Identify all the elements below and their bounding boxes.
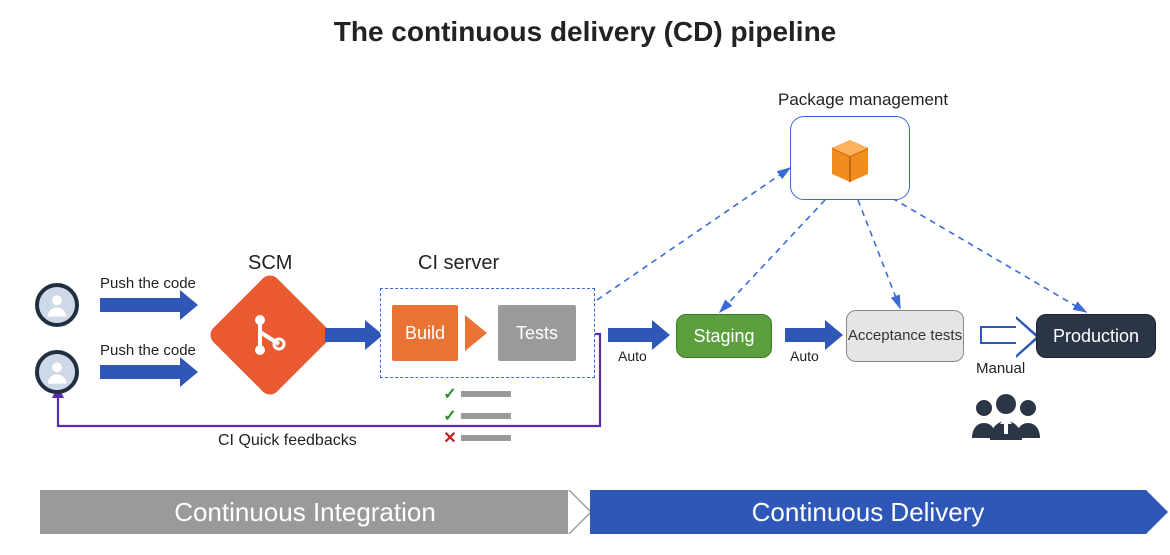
production-node: Production	[1036, 314, 1156, 358]
page-title: The continuous delivery (CD) pipeline	[0, 16, 1170, 48]
feedback-row: ✓	[443, 406, 511, 426]
staging-label: Staging	[693, 326, 754, 347]
auto-label-2: Auto	[790, 348, 819, 364]
production-label: Production	[1053, 326, 1139, 347]
feedback-list: ✓ ✓ ✕	[443, 384, 511, 450]
developer-avatar-1	[35, 283, 79, 327]
auto-label-1: Auto	[618, 348, 647, 364]
arrow-scm-ci	[325, 328, 365, 342]
package-mgmt-box	[790, 116, 910, 200]
acceptance-node: Acceptance tests	[846, 310, 964, 362]
banner-ci-label: Continuous Integration	[174, 497, 436, 528]
arrow-ci-staging	[608, 328, 652, 342]
arrow-dev1-scm	[100, 298, 180, 312]
staging-node: Staging	[676, 314, 772, 358]
ci-build-node: Build	[392, 305, 458, 361]
feedback-label: CI Quick feedbacks	[218, 432, 357, 450]
banner-cd: Continuous Delivery	[590, 490, 1146, 534]
developer-avatar-2	[35, 350, 79, 394]
ci-tests-node: Tests	[498, 305, 576, 361]
arrow-manual-icon	[980, 326, 1016, 344]
acceptance-label: Acceptance tests	[848, 327, 962, 344]
scm-label: SCM	[248, 252, 292, 275]
scm-node	[206, 271, 333, 398]
diagram-canvas: The continuous delivery (CD) pipeline Pu…	[0, 0, 1170, 555]
banner-ci: Continuous Integration	[40, 490, 570, 534]
git-icon	[245, 310, 295, 360]
manual-label: Manual	[976, 360, 1025, 377]
arrow-staging-accept	[785, 328, 825, 342]
ci-inner-arrow-icon	[465, 315, 487, 351]
arrow-dev2-scm	[100, 365, 180, 379]
ci-build-label: Build	[405, 323, 445, 344]
package-icon	[822, 130, 878, 186]
approvers-icon	[964, 392, 1048, 447]
feedback-row: ✕	[443, 428, 511, 448]
package-mgmt-label: Package management	[778, 90, 948, 110]
ci-server-label: CI server	[418, 252, 499, 275]
feedback-row: ✓	[443, 384, 511, 404]
banner-cd-label: Continuous Delivery	[752, 497, 985, 528]
ci-tests-label: Tests	[516, 323, 558, 344]
